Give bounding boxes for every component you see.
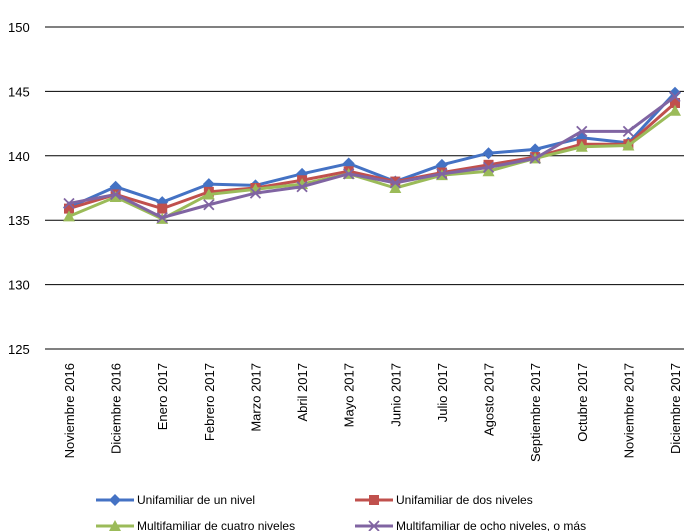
legend-item: Unifamiliar de dos niveles — [355, 493, 533, 507]
data-point — [669, 104, 681, 116]
series-line — [68, 91, 677, 209]
x-tick-label: Septiembre 2017 — [528, 363, 543, 462]
data-point — [249, 187, 262, 199]
series-lines — [63, 86, 681, 224]
data-point — [296, 181, 308, 193]
x-tick-label: Febrero 2017 — [202, 363, 217, 441]
y-tick-label: 150 — [8, 20, 30, 35]
data-point — [669, 86, 681, 99]
x-tick-label: Enero 2017 — [155, 363, 170, 430]
x-tick-label: Junio 2017 — [388, 363, 403, 427]
x-axis-tick-labels: Noviembre 2016 Diciembre 2016 Enero 2017 Fe… — [62, 363, 683, 462]
data-point — [529, 152, 541, 165]
legend-swatch-marker — [109, 520, 121, 531]
series-1 — [63, 86, 681, 214]
legend-item: Unifamiliar de un nivel — [96, 493, 255, 507]
data-point — [482, 161, 495, 174]
x-tick-label: Diciembre 2016 — [109, 363, 124, 454]
data-point — [483, 159, 494, 170]
x-tick-label: Octubre 2017 — [575, 363, 590, 442]
legend-label: Unifamiliar de un nivel — [137, 493, 255, 507]
x-tick-label: Diciembre 2017 — [668, 363, 683, 454]
series-line — [68, 95, 676, 220]
x-tick-label: Agosto 2017 — [482, 363, 497, 436]
data-point — [203, 199, 215, 211]
gridlines — [45, 26, 684, 350]
x-tick-label: Julio 2017 — [435, 363, 450, 422]
data-point — [64, 203, 74, 214]
data-point — [63, 197, 75, 210]
legend-swatch-marker — [109, 494, 121, 506]
y-tick-label: 135 — [8, 213, 30, 228]
data-point — [63, 210, 75, 222]
legend-item: Multifamiliar de cuatro niveles — [96, 519, 295, 531]
data-point — [109, 188, 122, 201]
x-tick-label: Noviembre 2016 — [62, 363, 77, 458]
legend-swatch-marker — [369, 495, 379, 505]
legend: Unifamiliar de un nivel Unifamiliar de do… — [96, 493, 586, 531]
data-point — [109, 191, 122, 203]
data-point — [156, 211, 168, 224]
data-point — [576, 125, 588, 137]
data-point — [436, 168, 448, 180]
x-tick-label: Mayo 2017 — [342, 363, 357, 427]
y-tick-label: 145 — [8, 84, 30, 99]
data-point — [343, 168, 355, 180]
y-tick-label: 125 — [8, 342, 30, 357]
data-point — [622, 139, 635, 151]
legend-label: Multifamiliar de ocho niveles, o más — [396, 519, 586, 531]
data-point — [202, 188, 215, 200]
data-point — [389, 177, 401, 189]
data-point — [389, 182, 402, 193]
x-tick-label: Noviembre 2017 — [621, 363, 636, 458]
data-point — [670, 97, 680, 108]
y-axis-tick-labels: 125 130 135 140 145 150 — [8, 20, 30, 357]
y-tick-label: 140 — [8, 149, 30, 164]
data-point — [482, 165, 495, 177]
data-point — [622, 125, 635, 137]
legend-swatch-marker — [368, 520, 380, 531]
x-tick-label: Marzo 2017 — [248, 363, 263, 432]
data-point — [575, 140, 588, 152]
legend-label: Unifamiliar de dos niveles — [396, 493, 533, 507]
series-line — [68, 101, 676, 211]
x-tick-label: Abril 2017 — [295, 363, 310, 422]
data-point — [157, 203, 168, 214]
series-4 — [63, 90, 681, 224]
data-point — [669, 90, 681, 103]
y-tick-label: 130 — [8, 278, 30, 293]
legend-item: Multifamiliar de ocho niveles, o más — [355, 519, 586, 531]
legend-label: Multifamiliar de cuatro niveles — [137, 519, 295, 531]
data-point — [482, 147, 495, 160]
